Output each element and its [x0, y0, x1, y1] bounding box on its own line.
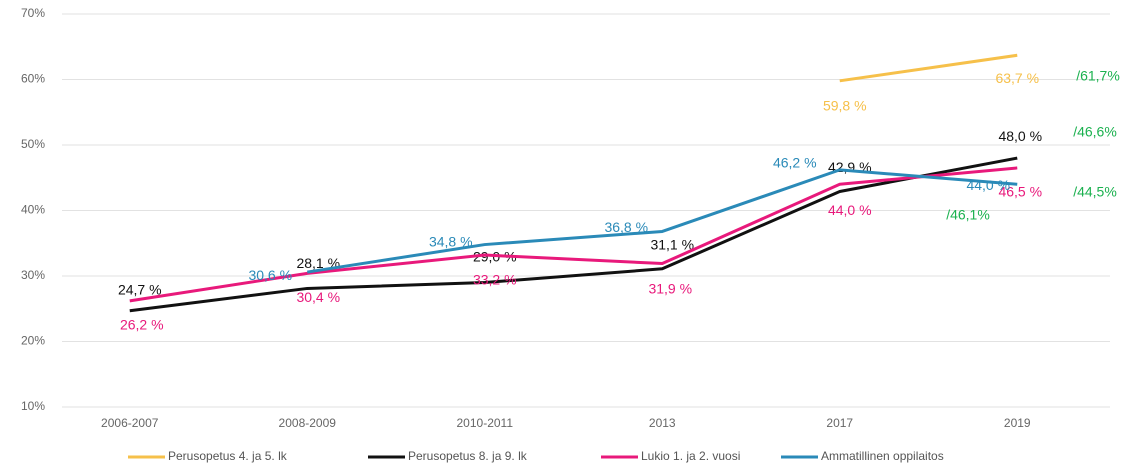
series-line	[307, 168, 1018, 274]
data-label: 30,4 %	[296, 289, 340, 305]
data-label: 59,8 %	[823, 98, 867, 114]
y-tick-label: 50%	[21, 137, 45, 151]
x-tick-label: 2019	[1004, 416, 1031, 430]
data-label: 31,1 %	[650, 236, 694, 252]
y-tick-label: 40%	[21, 203, 45, 217]
data-label: 30,6 %	[248, 267, 292, 283]
annotation: /44,5%	[1073, 184, 1117, 200]
data-label: 46,5 %	[998, 184, 1042, 200]
series-line	[129, 156, 1018, 313]
data-label: 33,2 %	[473, 272, 517, 288]
data-label: 26,2 %	[120, 317, 164, 333]
data-label: 34,8 %	[429, 233, 473, 249]
data-label: 31,9 %	[648, 280, 692, 296]
x-tick-label: 2013	[649, 416, 676, 430]
series-line	[129, 166, 1018, 303]
y-tick-label: 30%	[21, 268, 45, 282]
data-label: 46,2 %	[773, 155, 817, 171]
legend-label: Lukio 1. ja 2. vuosi	[641, 449, 740, 463]
data-label: 24,7 %	[118, 281, 162, 297]
y-tick-label: 60%	[21, 72, 45, 86]
data-label: 63,7 %	[995, 70, 1039, 86]
data-label: 48,0 %	[998, 128, 1042, 144]
data-label: 36,8 %	[604, 219, 648, 235]
data-label: 44,0 %	[828, 202, 872, 218]
y-tick-label: 20%	[21, 334, 45, 348]
annotation: /46,6%	[1073, 124, 1117, 140]
data-label: 44,0 %	[966, 177, 1010, 193]
x-tick-label: 2008-2009	[279, 416, 337, 430]
x-tick-label: 2010-2011	[457, 416, 514, 430]
x-tick-label: 2017	[826, 416, 853, 430]
y-tick-label: 70%	[21, 6, 45, 20]
legend-label: Ammatillinen oppilaitos	[821, 449, 944, 463]
data-label: 28,1 %	[296, 255, 340, 271]
y-tick-label: 10%	[21, 399, 45, 413]
series-line	[839, 53, 1018, 83]
annotation: /61,7%	[1076, 68, 1120, 84]
annotation: /46,1%	[946, 207, 990, 223]
legend-label: Perusopetus 8. ja 9. lk	[408, 449, 528, 463]
x-tick-label: 2006-2007	[101, 416, 159, 430]
legend-label: Perusopetus 4. ja 5. lk	[168, 449, 288, 463]
